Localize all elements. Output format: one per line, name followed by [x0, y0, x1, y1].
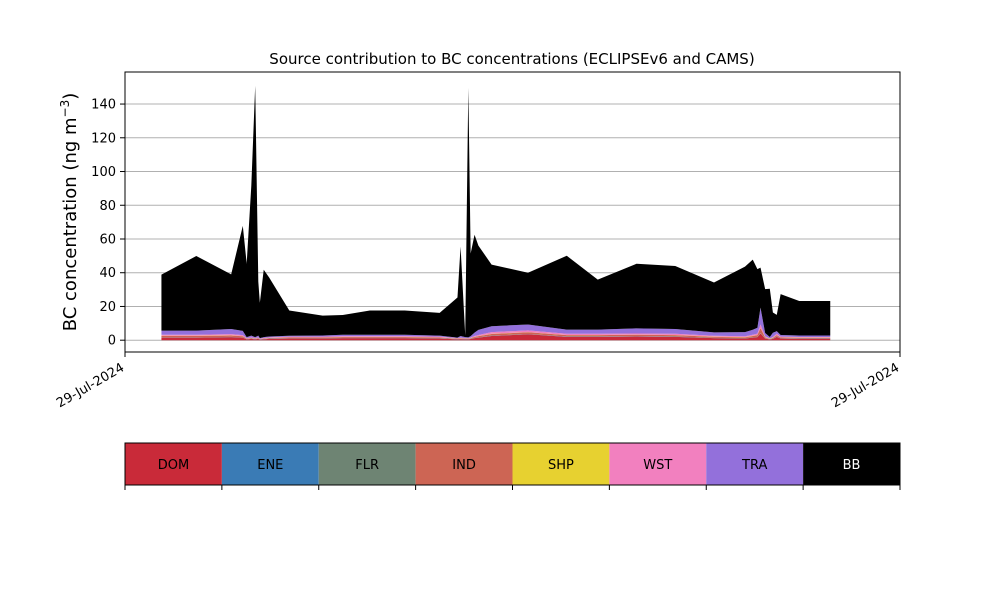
- area-dom: [161, 333, 831, 341]
- y-axis-label: BC concentration (ng m−3): [58, 93, 81, 332]
- stacked-areas: [161, 85, 831, 341]
- y-axis-label-close: ): [60, 93, 81, 100]
- x-tick-label: 29-Jul-2024: [54, 360, 127, 411]
- legend-swatch-ene: [221, 443, 319, 485]
- legend-swatch-flr: [318, 443, 416, 485]
- legend-swatch-ind: [415, 443, 513, 485]
- legend-colorbar: DOM ENE FLR IND SHP WST TRA BB: [124, 442, 901, 490]
- legend-label-shp: SHP: [548, 458, 574, 473]
- legend-swatch-shp: [512, 443, 610, 485]
- y-tick-label: 20: [99, 300, 116, 315]
- legend-label-bb: BB: [843, 458, 861, 473]
- plot-frame: [124, 71, 901, 353]
- legend-swatch-tra: [706, 443, 804, 485]
- legend-swatch-bb: [803, 443, 900, 485]
- legend-label-ene: ENE: [257, 458, 283, 473]
- legend-label-ind: IND: [452, 458, 476, 473]
- legend-label-flr: FLR: [355, 458, 379, 473]
- legend-label-wst: WST: [643, 458, 672, 473]
- y-tick-label: 0: [108, 334, 116, 349]
- chart-title: Source contribution to BC concentrations…: [269, 50, 754, 68]
- y-tick-label: 60: [99, 232, 116, 247]
- legend-label-dom: DOM: [158, 458, 189, 473]
- area-bb: [161, 85, 831, 339]
- x-tick-label: 29-Jul-2024: [829, 360, 902, 411]
- y-tick-label: 80: [99, 199, 116, 214]
- y-axis: 0 20 40 60 80 100 120 140: [91, 98, 125, 349]
- legend-label-tra: TRA: [741, 458, 767, 473]
- area-tra: [161, 307, 831, 339]
- y-tick-label: 40: [99, 266, 116, 281]
- y-axis-label-main: BC concentration (ng m: [60, 117, 81, 331]
- legend-swatch-dom: [125, 443, 222, 485]
- x-axis: 29-Jul-2024 29-Jul-2024: [54, 352, 902, 411]
- y-tick-label: 100: [91, 165, 116, 180]
- legend-swatch-wst: [609, 443, 707, 485]
- y-tick-label: 140: [91, 98, 116, 113]
- y-axis-label-exponent: −3: [58, 100, 72, 118]
- y-tick-label: 120: [91, 131, 116, 146]
